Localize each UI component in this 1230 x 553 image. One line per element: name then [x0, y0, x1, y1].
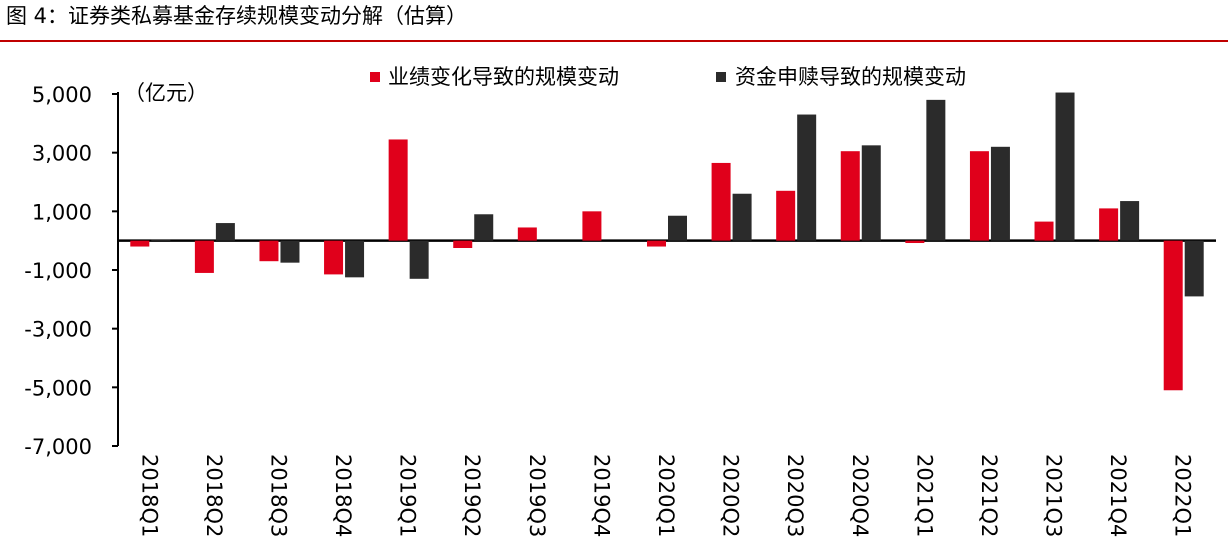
- bar-flow-2022Q1: [1184, 240, 1204, 297]
- x-tick-label: 2021Q3: [1042, 454, 1066, 537]
- bars-group: [130, 92, 1204, 391]
- x-tick-label: 2020Q4: [848, 454, 872, 537]
- x-tick-label: 2018Q1: [137, 454, 161, 537]
- bar-flow-2019Q1: [409, 240, 429, 279]
- bar-performance-2018Q4: [324, 240, 344, 275]
- legend-swatch-performance: [370, 72, 380, 82]
- y-tick-label: -7,000: [24, 435, 92, 459]
- bar-performance-2018Q3: [259, 240, 279, 262]
- x-tick-label: 2020Q3: [783, 454, 807, 537]
- x-tick-label: 2018Q3: [266, 454, 290, 537]
- bar-performance-2022Q1: [1163, 240, 1183, 391]
- y-axis-ticks: 5,000 3,000 1,000 -1,000 -3,000 -5,000 -7,000: [24, 83, 118, 459]
- bar-performance-2019Q4: [582, 211, 602, 241]
- bar-flow-2021Q1: [926, 99, 946, 241]
- bar-performance-2018Q1: [130, 240, 150, 247]
- bar-flow-2018Q4: [345, 240, 365, 278]
- bar-performance-2021Q4: [1099, 208, 1119, 241]
- bar-flow-2020Q2: [732, 193, 752, 241]
- bar-performance-2021Q3: [1034, 221, 1054, 241]
- bar-flow-2021Q4: [1120, 201, 1140, 241]
- legend: 业绩变化导致的规模变动 资金申赎导致的规模变动: [370, 65, 966, 89]
- bar-performance-2020Q3: [776, 190, 796, 241]
- bar-performance-2018Q2: [194, 240, 214, 273]
- bar-performance-2020Q2: [711, 162, 731, 241]
- bar-flow-2018Q3: [280, 240, 300, 263]
- x-tick-label: 2019Q3: [525, 454, 549, 537]
- legend-label-performance: 业绩变化导致的规模变动: [388, 65, 619, 89]
- bar-flow-2021Q3: [1055, 92, 1075, 241]
- x-tick-label: 2020Q1: [654, 454, 678, 537]
- y-tick-label: 5,000: [32, 83, 92, 107]
- bar-performance-2020Q4: [840, 151, 860, 241]
- title-rule: [0, 40, 1228, 42]
- x-tick-label: 2019Q2: [460, 454, 484, 537]
- x-tick-label: 2021Q1: [912, 454, 936, 537]
- x-tick-label: 2021Q4: [1106, 454, 1130, 537]
- x-axis-labels: 2018Q1 2018Q2 2018Q3 2018Q4 2019Q1 2019Q2 2019…: [137, 454, 1194, 537]
- bar-performance-2021Q2: [969, 151, 989, 241]
- bar-performance-2019Q2: [453, 240, 473, 248]
- y-tick-label: 3,000: [32, 142, 92, 166]
- bar-flow-2020Q3: [797, 114, 817, 241]
- y-tick-label: 1,000: [32, 200, 92, 224]
- x-tick-label: 2019Q1: [396, 454, 420, 537]
- y-tick-label: -3,000: [24, 318, 92, 342]
- unit-label: （亿元）: [124, 81, 208, 105]
- bar-flow-2021Q2: [990, 146, 1010, 241]
- bar-performance-2020Q1: [647, 240, 666, 247]
- x-tick-label: 2018Q4: [331, 454, 355, 537]
- bar-flow-2020Q1: [668, 215, 687, 241]
- bar-performance-2019Q1: [388, 139, 408, 241]
- figure-title: 图 4：证券类私募基金存续规模变动分解（估算）: [6, 4, 468, 28]
- bar-flow-2018Q1: [151, 239, 171, 241]
- y-tick-label: -5,000: [24, 376, 92, 400]
- bar-performance-2019Q3: [517, 227, 537, 241]
- bar-performance-2021Q1: [905, 240, 925, 244]
- x-tick-label: 2021Q2: [977, 454, 1001, 537]
- x-tick-label: 2020Q2: [719, 454, 743, 537]
- legend-swatch-flow: [716, 72, 726, 82]
- bar-flow-2020Q4: [861, 145, 881, 241]
- x-tick-label: 2022Q1: [1171, 454, 1195, 537]
- y-tick-label: -1,000: [24, 259, 92, 283]
- legend-label-flow: 资金申赎导致的规模变动: [735, 65, 966, 89]
- x-tick-label: 2019Q4: [589, 454, 613, 537]
- bar-flow-2018Q2: [215, 223, 235, 241]
- x-tick-label: 2018Q2: [202, 454, 226, 537]
- bar-flow-2019Q2: [474, 214, 494, 241]
